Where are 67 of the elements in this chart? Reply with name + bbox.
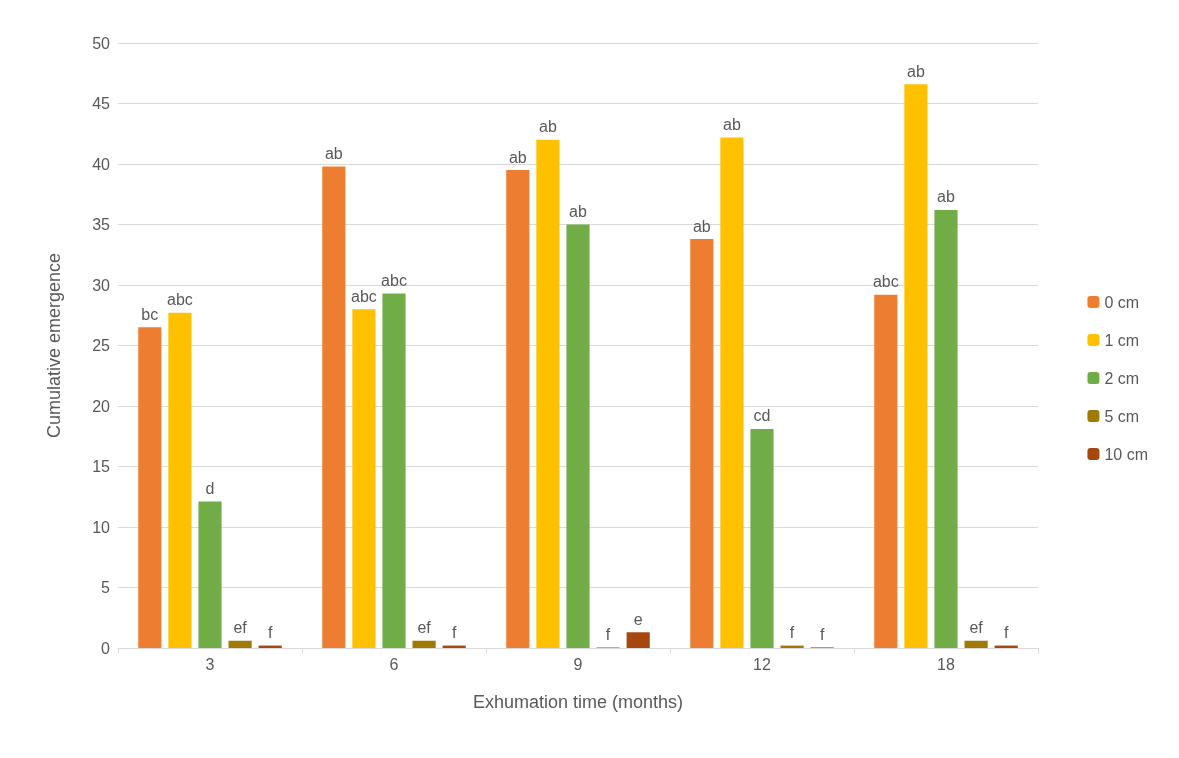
data-label: f — [789, 624, 795, 642]
data-label: ab — [907, 62, 925, 80]
bar — [412, 640, 436, 648]
legend-label: 10 cm — [1104, 445, 1149, 463]
bar — [536, 139, 560, 648]
bar — [750, 428, 774, 648]
bar — [934, 209, 958, 648]
bar — [964, 640, 988, 648]
data-label: cd — [753, 407, 771, 425]
data-label: f — [819, 625, 825, 643]
bar — [138, 327, 162, 648]
bar — [566, 224, 590, 648]
data-label: ef — [969, 619, 984, 637]
data-label: ef — [417, 619, 432, 637]
bar — [168, 312, 192, 648]
y-tick-label: 30 — [92, 276, 111, 294]
y-tick-label: 15 — [92, 458, 111, 475]
data-label: ab — [937, 188, 955, 206]
x-tick-label: 6 — [389, 655, 399, 673]
y-tick-label: 0 — [101, 639, 111, 657]
bar — [720, 137, 744, 648]
legend-label: 2 cm — [1104, 369, 1140, 387]
legend-label: 5 cm — [1104, 407, 1140, 425]
y-tick-label: 40 — [92, 155, 111, 173]
data-label: e — [633, 610, 643, 628]
data-label: f — [1003, 624, 1009, 642]
bar — [352, 309, 376, 648]
x-tick-label: 9 — [573, 655, 583, 673]
data-label: ef — [233, 619, 248, 637]
bar — [382, 293, 406, 648]
bar — [322, 166, 346, 648]
data-label: abc — [872, 273, 899, 291]
bar — [904, 84, 928, 648]
data-label: ab — [508, 148, 527, 166]
bar — [690, 239, 714, 648]
data-label: abc — [351, 287, 377, 305]
bar — [626, 632, 650, 648]
x-tick-label: 3 — [205, 655, 215, 673]
y-tick-label: 10 — [92, 518, 111, 536]
data-label: ab — [692, 217, 711, 235]
data-label: ab — [569, 203, 587, 220]
y-tick-label: 5 — [101, 579, 111, 596]
y-tick-label: 35 — [92, 216, 111, 233]
y-tick-label: 50 — [92, 34, 111, 52]
y-axis-title: Cumulative emergence — [44, 252, 64, 439]
data-label: f — [451, 624, 457, 642]
bar — [198, 501, 222, 648]
bar — [874, 294, 898, 648]
y-tick-label: 45 — [92, 95, 111, 112]
data-label: bc — [141, 305, 159, 323]
y-tick-label: 20 — [92, 397, 111, 415]
legend-label: 1 cm — [1104, 331, 1140, 349]
data-label: ab — [324, 144, 343, 162]
data-label: abc — [381, 271, 407, 289]
bar — [506, 170, 530, 648]
data-label: abc — [167, 291, 193, 309]
data-label: f — [605, 625, 611, 643]
legend-label: 0 cm — [1104, 293, 1140, 311]
data-label: d — [205, 480, 215, 498]
x-axis-title: Exhumation time (months) — [472, 692, 684, 712]
data-label: ab — [539, 118, 557, 136]
y-tick-label: 25 — [92, 337, 111, 354]
x-tick-label: 12 — [753, 655, 771, 673]
x-tick-label: 18 — [937, 655, 955, 673]
data-label: f — [267, 624, 273, 642]
data-label: ab — [723, 115, 741, 133]
bar — [228, 640, 252, 648]
